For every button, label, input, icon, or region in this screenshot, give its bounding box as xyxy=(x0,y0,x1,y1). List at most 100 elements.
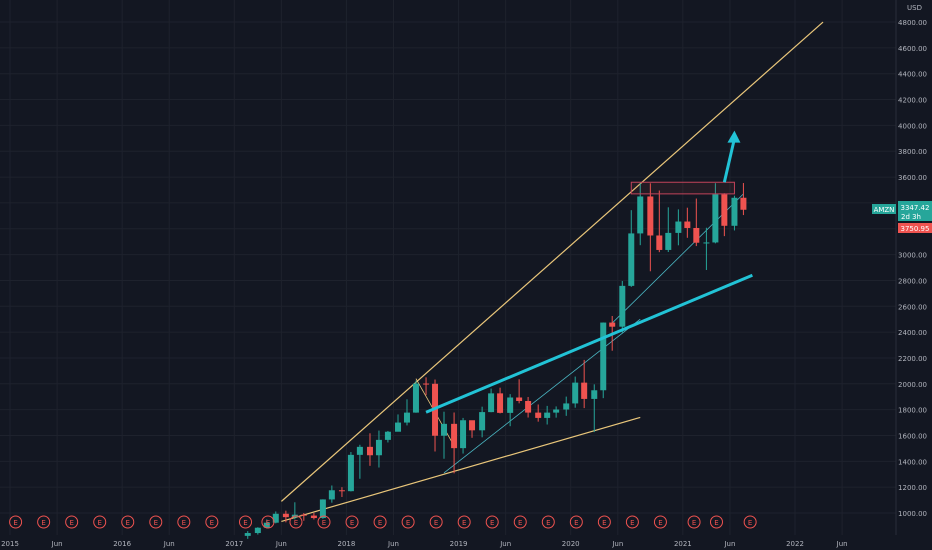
earnings-marker-label: E xyxy=(243,519,247,527)
earnings-marker[interactable] xyxy=(743,515,757,529)
earnings-marker-label: E xyxy=(322,519,326,527)
candle-body xyxy=(423,383,430,385)
candle-body xyxy=(525,400,532,413)
earnings-marker-label: E xyxy=(658,519,662,527)
candle-body xyxy=(254,527,261,534)
earnings-marker-label: E xyxy=(266,519,270,527)
drawing-layer-front[interactable] xyxy=(425,130,753,414)
earnings-marker[interactable] xyxy=(597,515,611,529)
cyan-trend-line[interactable] xyxy=(425,273,753,414)
earnings-marker[interactable] xyxy=(485,515,499,529)
earnings-marker[interactable] xyxy=(569,515,583,529)
price-tick-label: 4200.00 xyxy=(898,97,927,105)
earnings-marker[interactable] xyxy=(513,515,527,529)
earnings-marker-label: E xyxy=(97,519,101,527)
price-tick-label: 4600.00 xyxy=(898,45,927,53)
earnings-marker[interactable] xyxy=(687,515,701,529)
price-tick-label: 2400.00 xyxy=(898,329,927,337)
candle-body xyxy=(366,446,373,456)
candle-body xyxy=(497,393,504,413)
candle-body xyxy=(637,196,644,234)
earnings-marker-label: E xyxy=(294,519,298,527)
earnings-marker[interactable] xyxy=(429,515,443,529)
earnings-marker[interactable] xyxy=(289,515,303,529)
earnings-marker[interactable] xyxy=(625,515,639,529)
earnings-marker[interactable] xyxy=(177,515,191,529)
price-tick-label: 1600.00 xyxy=(898,432,927,440)
earnings-marker-label: E xyxy=(350,519,354,527)
candle-body xyxy=(347,454,354,492)
candle-body xyxy=(684,221,691,228)
candle-body xyxy=(628,233,635,286)
candle-body xyxy=(375,439,382,456)
earnings-marker[interactable] xyxy=(93,515,107,529)
candle-body xyxy=(356,446,363,455)
candle-body xyxy=(282,513,289,518)
earnings-marker[interactable] xyxy=(541,515,555,529)
candle-body xyxy=(703,242,710,244)
earnings-marker[interactable] xyxy=(261,515,275,529)
earnings-marker-label: E xyxy=(692,519,696,527)
earnings-marker[interactable] xyxy=(205,515,219,529)
earnings-marker-label: E xyxy=(602,519,606,527)
candle-body xyxy=(272,513,279,523)
earnings-marker-label: E xyxy=(748,519,752,527)
arrow-shaft[interactable] xyxy=(722,138,736,183)
currency-label: USD xyxy=(907,4,922,12)
price-tick-label: 1800.00 xyxy=(898,407,927,415)
earnings-marker-label: E xyxy=(406,519,410,527)
time-tick-label: Jun xyxy=(51,540,63,548)
price-tick-label: 4000.00 xyxy=(898,122,927,130)
candle-body xyxy=(665,232,672,250)
candle-body xyxy=(319,499,326,519)
candle-body xyxy=(440,423,447,436)
earnings-marker[interactable] xyxy=(373,515,387,529)
price-tick-label: 3800.00 xyxy=(898,148,927,156)
earnings-marker[interactable] xyxy=(65,515,79,529)
price-tick-label: 1200.00 xyxy=(898,484,927,492)
earnings-marker[interactable] xyxy=(149,515,163,529)
candle-body xyxy=(712,194,719,243)
candle-body xyxy=(572,382,579,404)
earnings-marker[interactable] xyxy=(457,515,471,529)
earnings-marker[interactable] xyxy=(239,515,252,529)
thin-trend-line[interactable] xyxy=(443,318,641,474)
earnings-marker-label: E xyxy=(630,519,634,527)
arrow-head[interactable] xyxy=(727,130,741,143)
price-tick-label: 2800.00 xyxy=(898,277,927,285)
earnings-marker[interactable] xyxy=(121,515,135,529)
candle-body xyxy=(563,403,570,410)
earnings-marker[interactable] xyxy=(317,515,331,529)
candle-body xyxy=(479,412,486,431)
earnings-marker-label: E xyxy=(714,519,718,527)
prev-price-label: 3750.95 xyxy=(901,225,930,233)
earnings-marker[interactable] xyxy=(653,515,667,529)
candle-body xyxy=(731,197,738,226)
earnings-marker[interactable] xyxy=(401,515,415,529)
lower-trend-line[interactable] xyxy=(281,416,641,522)
time-tick-label: 2022 xyxy=(786,540,804,548)
earnings-marker-label: E xyxy=(210,519,214,527)
resistance-box[interactable] xyxy=(630,181,735,195)
candle-body xyxy=(600,322,607,391)
time-axis[interactable]: 2015 Jun 2016 Jun 2017 Jun 2018 Jun 2019 Jun 2020 J… xyxy=(1,540,847,548)
earnings-marker[interactable] xyxy=(345,515,359,529)
time-tick-label: Jun xyxy=(387,540,399,548)
upper-trend-line[interactable] xyxy=(280,21,824,502)
candle-body xyxy=(581,382,588,399)
earnings-marker[interactable] xyxy=(37,515,51,529)
candle-body xyxy=(619,285,626,327)
time-tick-label: Jun xyxy=(723,540,735,548)
chart-grid xyxy=(0,0,896,535)
candle-body xyxy=(507,397,514,413)
earnings-marker[interactable] xyxy=(710,515,723,529)
candle-body xyxy=(675,221,682,233)
candle-body xyxy=(535,412,542,418)
time-tick-label: 2021 xyxy=(674,540,692,548)
candle-body xyxy=(609,322,616,327)
earnings-marker[interactable] xyxy=(9,515,23,529)
price-tick-label: 2200.00 xyxy=(898,355,927,363)
candle-body xyxy=(693,227,700,243)
